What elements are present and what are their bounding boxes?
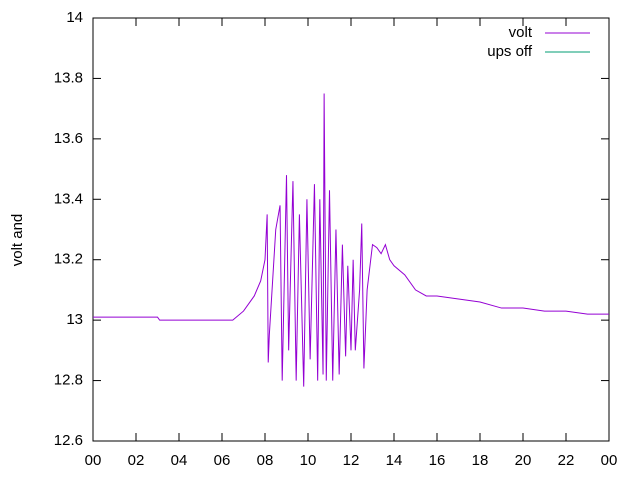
y-tick-label: 13.8 (54, 69, 83, 86)
y-tick-label: 13 (66, 311, 83, 328)
x-tick-label: 00 (601, 452, 618, 469)
x-tick-label: 06 (214, 452, 231, 469)
x-tick-label: 12 (343, 452, 360, 469)
data-line (93, 93, 609, 387)
x-tick-label: 14 (386, 452, 403, 469)
x-tick-label: 00 (85, 452, 102, 469)
legend-label: volt (509, 24, 533, 41)
x-tick-label: 02 (128, 452, 145, 469)
x-tick-label: 04 (171, 452, 188, 469)
y-axis-label: volt and (9, 214, 26, 267)
y-tick-label: 13.6 (54, 130, 83, 147)
x-tick-label: 08 (257, 452, 274, 469)
x-tick-label: 22 (558, 452, 575, 469)
y-tick-label: 14 (66, 9, 83, 26)
x-tick-label: 10 (300, 452, 317, 469)
y-tick-label: 12.6 (54, 432, 83, 449)
plot-border (92, 17, 610, 442)
y-tick-label: 13.4 (54, 190, 83, 207)
y-tick-label: 13.2 (54, 251, 83, 268)
x-tick-label: 16 (429, 452, 446, 469)
legend-label: ups off (487, 43, 533, 60)
x-tick-label: 18 (472, 452, 489, 469)
y-tick-label: 12.8 (54, 372, 83, 389)
x-tick-label: 20 (515, 452, 532, 469)
